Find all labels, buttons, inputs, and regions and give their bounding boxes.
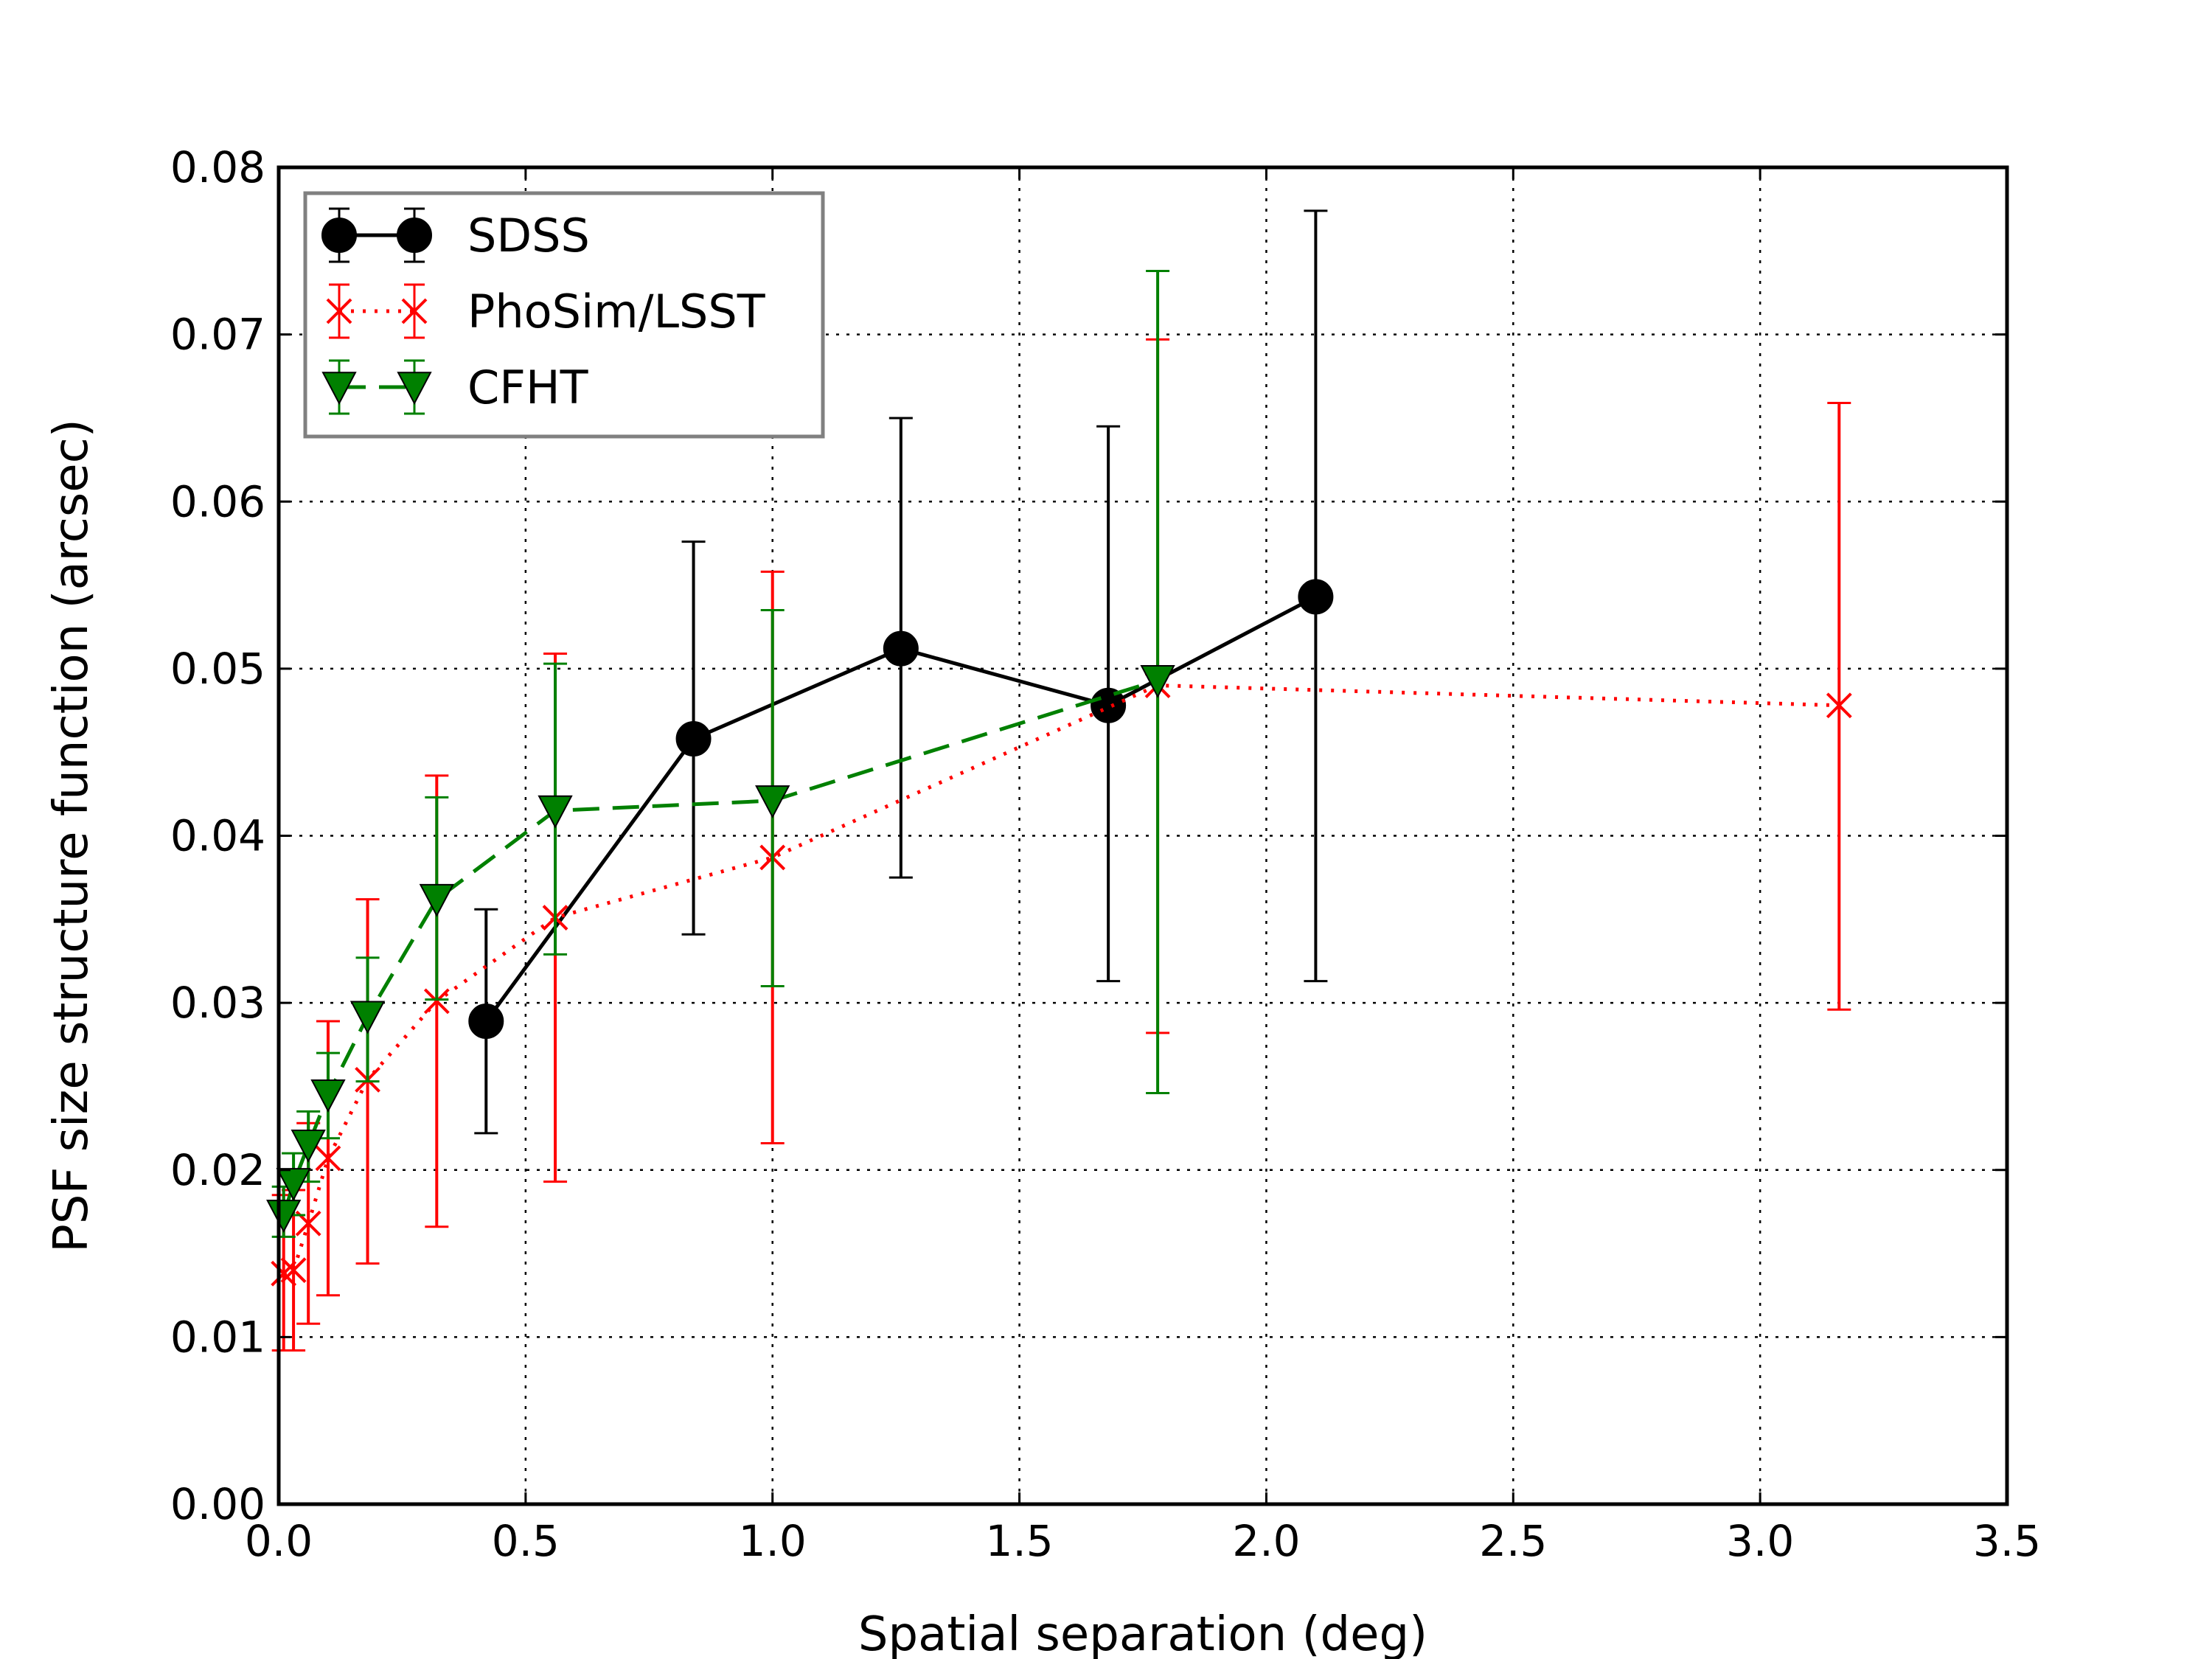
data-point	[310, 1079, 346, 1113]
data-point	[291, 1129, 326, 1163]
data-point	[468, 1004, 504, 1040]
y-tick-label: 0.03	[170, 978, 265, 1028]
legend-label: SDSS	[467, 209, 590, 262]
data-point	[280, 1257, 307, 1284]
y-tick-label: 0.06	[170, 476, 265, 526]
x-tick-label: 1.5	[985, 1516, 1053, 1566]
data-point	[538, 795, 573, 829]
y-tick-label: 0.01	[170, 1312, 265, 1362]
data-point	[1140, 664, 1175, 698]
x-tick-label: 1.0	[739, 1516, 807, 1566]
x-tick-label: 0.0	[245, 1516, 313, 1566]
data-point	[1298, 579, 1334, 615]
y-tick-label: 0.02	[170, 1145, 265, 1195]
markers	[468, 579, 1334, 1040]
data-point	[675, 721, 712, 757]
ticks: 0.0 0.5 1.0 1.5 2.0 2.5 3.0 3.5 0.00 0.01 0.02 0.03…	[170, 142, 2041, 1566]
data-point	[423, 988, 450, 1015]
data-point	[349, 1001, 386, 1034]
data-point	[276, 1168, 311, 1202]
data-point	[419, 883, 454, 917]
y-tick-label: 0.07	[170, 310, 265, 360]
data-point	[1826, 692, 1852, 719]
y-tick-label: 0.04	[170, 811, 265, 861]
x-tick-label: 0.5	[492, 1516, 560, 1566]
x-tick-label: 2.5	[1479, 1516, 1547, 1566]
x-tick-label: 2.0	[1232, 1516, 1300, 1566]
data-point	[397, 372, 432, 406]
y-tick-label: 0.00	[170, 1479, 265, 1529]
legend-item: CFHT	[321, 359, 589, 415]
data-point	[266, 1200, 302, 1234]
x-tick-label: 3.5	[1973, 1516, 2041, 1566]
data-point	[271, 1260, 297, 1287]
legend-item: SDSS	[321, 207, 590, 263]
series-sdss	[468, 209, 1334, 1135]
legend-box	[303, 191, 825, 439]
data-point	[321, 372, 357, 406]
legend-label: CFHT	[467, 361, 589, 414]
data-point	[321, 218, 357, 253]
data-point	[401, 298, 428, 324]
y-tick-label: 0.08	[170, 142, 265, 192]
legend: SDSS PhoSim/LSST CFHT	[303, 191, 825, 439]
legend-label: PhoSim/LSST	[467, 285, 766, 338]
data-point	[326, 298, 352, 324]
x-tick-label: 3.0	[1726, 1516, 1794, 1566]
markers	[266, 664, 1175, 1234]
series-cfht	[266, 270, 1175, 1238]
data-point	[755, 785, 790, 819]
series-layer	[266, 209, 1852, 1352]
data-point	[397, 218, 432, 253]
y-tick-label: 0.05	[170, 644, 265, 694]
x-axis-label: Spatial separation (deg)	[858, 1607, 1427, 1659]
y-axis-label: PSF size structure function (arcsec)	[44, 419, 99, 1253]
data-point	[883, 630, 919, 667]
data-point	[315, 1145, 341, 1172]
legend-item: PhoSim/LSST	[326, 283, 766, 339]
